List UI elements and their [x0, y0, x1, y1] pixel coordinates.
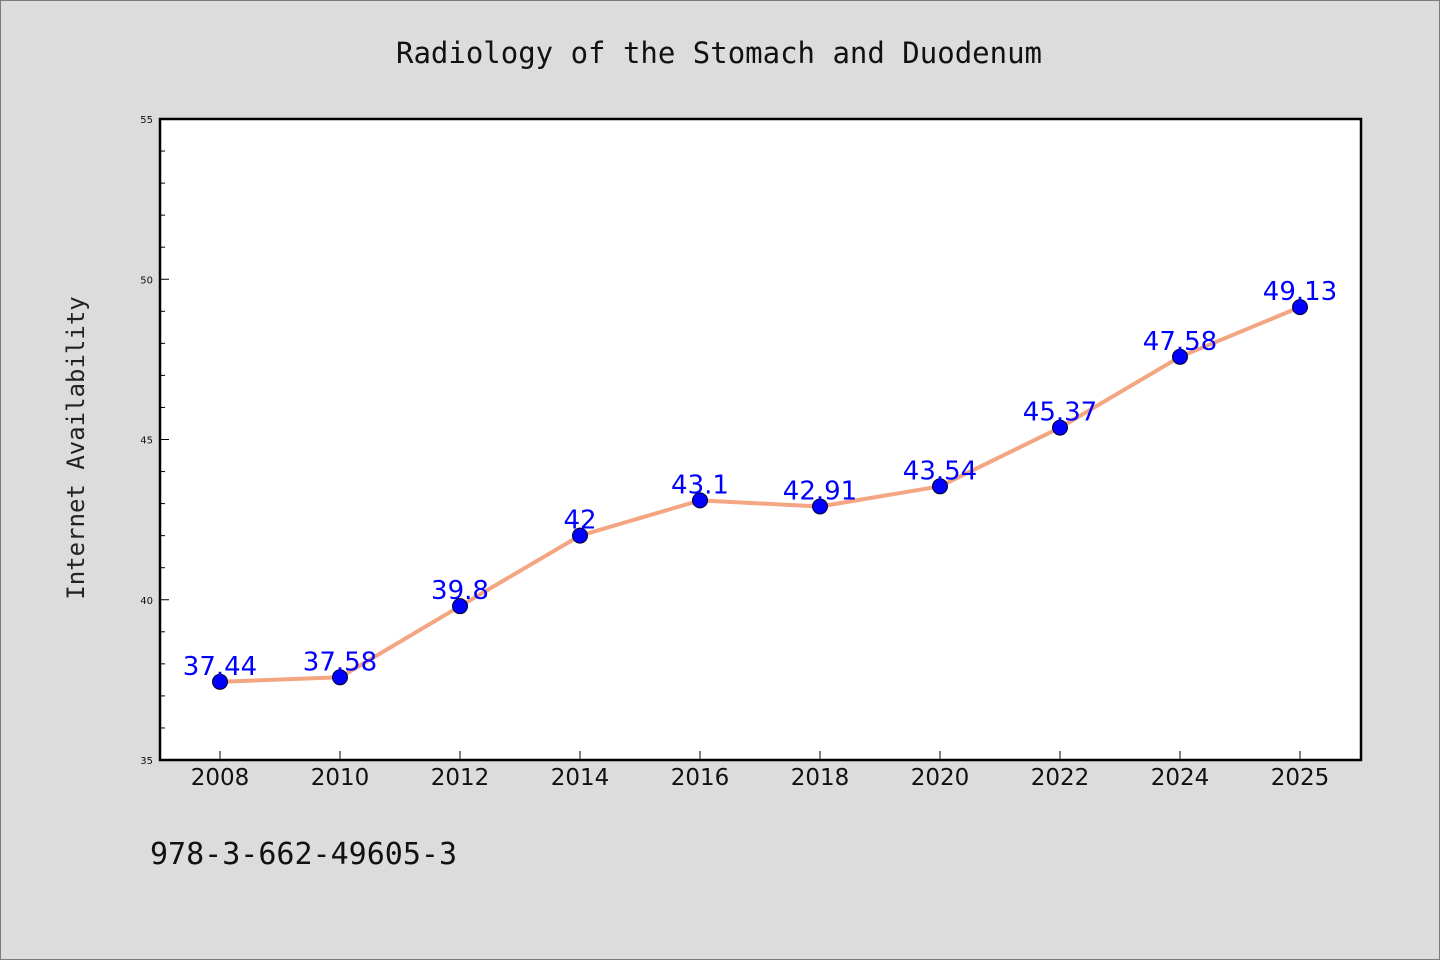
y-tick-label: 55: [140, 115, 153, 126]
data-point-marker: [1052, 419, 1068, 436]
data-label: 42: [563, 506, 596, 536]
x-tick-label: 2025: [1271, 765, 1330, 791]
x-tick-label: 2016: [671, 765, 730, 791]
y-tick-label: 40: [140, 596, 153, 607]
x-tick-label: 2018: [791, 765, 850, 791]
data-labels-layer: 37.44 37.58 39.8 42 43.1 42.91 43.54 45.37 47.58…: [183, 277, 1337, 682]
data-point-marker: [932, 478, 948, 495]
data-label: 37.58: [303, 647, 377, 677]
data-label: 39.8: [431, 576, 489, 606]
data-label: 43.54: [903, 456, 977, 486]
x-tick-label: 2022: [1031, 765, 1090, 791]
data-point-marker: [332, 669, 348, 686]
data-label: 47.58: [1143, 327, 1217, 357]
data-label: 42.91: [783, 476, 857, 506]
data-point-marker: [572, 527, 588, 544]
y-axis-label: Internet Availability: [62, 296, 90, 599]
x-tick-label: 2010: [311, 765, 370, 791]
data-point-marker: [452, 598, 468, 615]
data-point-marker: [812, 498, 828, 515]
chart-title: Radiology of the Stomach and Duodenum: [396, 36, 1042, 70]
series-line-layer: [218, 305, 1302, 684]
data-label: 37.44: [183, 652, 257, 682]
markers-layer: [212, 299, 1308, 690]
x-tick-label: 2020: [911, 765, 970, 791]
x-tick-label: 2024: [1151, 765, 1210, 791]
data-point-marker: [1172, 348, 1188, 365]
data-point-marker: [692, 492, 708, 509]
data-label: 43.1: [671, 470, 729, 500]
isbn-footer: 978-3-662-49605-3: [150, 837, 457, 872]
data-point-marker: [212, 673, 228, 690]
series-line: [218, 305, 1302, 684]
x-tick-label: 2008: [191, 765, 250, 791]
x-tick-label: 2012: [431, 765, 490, 791]
y-tick-label: 50: [140, 275, 153, 286]
y-tick-label: 45: [140, 436, 153, 447]
y-tick-label: 35: [140, 756, 153, 767]
data-label: 49.13: [1263, 277, 1337, 307]
x-axis: 2008 2010 2012 2014 2016 2018 2020 2022 2024 2025: [191, 751, 1330, 791]
data-point-marker: [1292, 299, 1308, 316]
data-label: 45.37: [1023, 398, 1097, 428]
plot-area: [160, 119, 1361, 760]
plot-border: [158, 117, 1363, 762]
x-tick-label: 2014: [551, 765, 610, 791]
